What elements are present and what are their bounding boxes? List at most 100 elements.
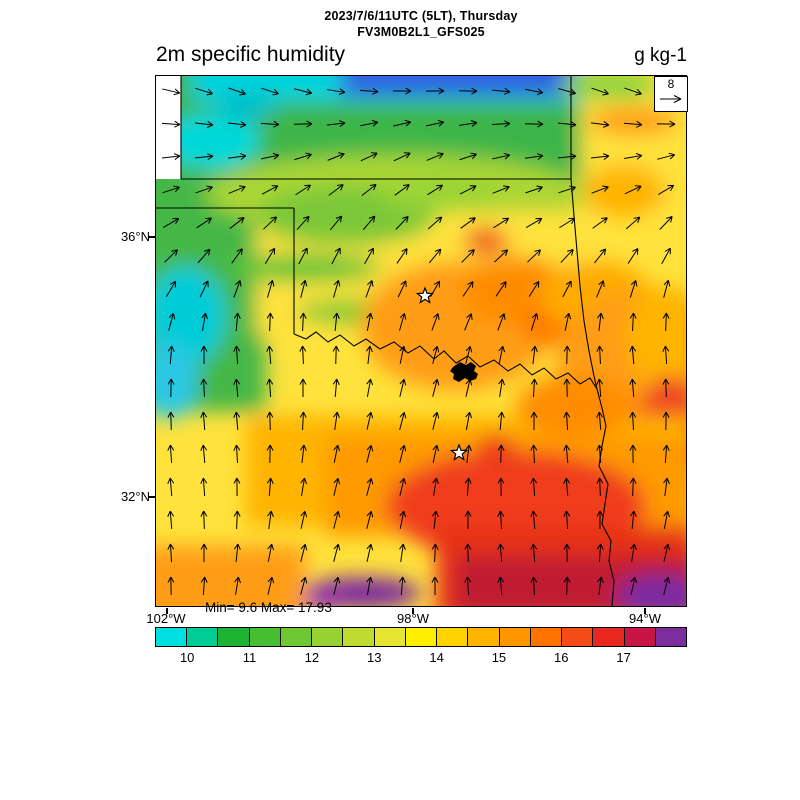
wind-arrow-icon: [399, 378, 407, 397]
wind-arrow-icon: [295, 184, 311, 196]
lat-tick-mark: [148, 496, 155, 498]
wind-arrow-icon: [558, 185, 576, 194]
colorbar-segment: [311, 628, 343, 646]
colorbar-segment: [623, 628, 655, 646]
wind-arrow-icon: [161, 120, 181, 128]
wind-arrow-icon: [266, 312, 274, 332]
wind-arrow-icon: [300, 543, 308, 562]
wind-arrow-icon: [399, 510, 407, 529]
wind-arrow-icon: [498, 345, 506, 364]
wind-arrow-icon: [461, 249, 475, 263]
wind-arrow-icon: [328, 184, 344, 196]
wind-arrow-icon: [530, 576, 538, 596]
wind-arrow-icon: [164, 249, 178, 263]
colorbar-segment: [279, 628, 312, 646]
colorbar-segment: [592, 628, 624, 646]
wind-arrow-icon: [396, 248, 408, 264]
wind-arrow-icon: [596, 345, 604, 365]
wind-arrow-icon: [432, 411, 440, 430]
wind-arrow-icon: [228, 185, 246, 194]
wind-arrow-icon: [432, 345, 440, 364]
wind-arrow-icon: [162, 88, 181, 96]
wind-arrow-icon: [464, 313, 473, 331]
wind-arrow-icon: [228, 153, 247, 160]
wind-arrow-icon: [231, 248, 243, 264]
city-star-markers: [415, 286, 469, 461]
wind-arrow-icon: [266, 444, 274, 464]
wind-arrow-icon: [332, 312, 340, 332]
wind-arrow-icon: [559, 217, 576, 229]
wind-arrow-icon: [366, 345, 373, 364]
wind-arrow-icon: [498, 378, 505, 397]
wind-arrow-icon: [432, 378, 440, 397]
wind-arrow-icon: [361, 183, 377, 196]
wind-arrow-icon: [662, 378, 670, 398]
wind-arrow-icon: [332, 378, 340, 398]
wind-arrow-icon: [527, 249, 542, 263]
wind-arrow-icon: [663, 543, 671, 562]
wind-arrow-icon: [557, 120, 577, 128]
lat-tick-label-36n: 36°N: [120, 229, 150, 244]
wind-arrow-icon: [596, 477, 604, 497]
map-domain-clip: [156, 76, 181, 179]
wind-arrow-icon: [497, 313, 506, 331]
state-borders: [156, 76, 615, 607]
wind-arrow-icon: [366, 510, 374, 529]
wind-arrow-icon: [591, 185, 609, 194]
wind-arrow-icon: [494, 249, 509, 263]
wind-arrow-icon: [624, 87, 642, 96]
wind-arrow-icon: [624, 152, 643, 160]
wind-arrow-icon: [662, 411, 670, 431]
wind-arrow-icon: [597, 576, 604, 595]
wind-arrow-icon: [233, 378, 241, 398]
colorbar-tick-label: 12: [304, 650, 320, 665]
wind-arrow-icon: [233, 280, 242, 298]
wind-arrow-icon: [333, 477, 341, 496]
wind-arrow-icon: [460, 217, 476, 229]
wind-arrow-icon: [333, 576, 341, 595]
wind-arrow-icon: [465, 444, 472, 463]
wind-arrow-icon: [492, 185, 510, 194]
colorbar-tick-label: 15: [491, 650, 507, 665]
colorbar-segment: [217, 628, 249, 646]
wind-arrow-icon: [294, 88, 313, 96]
wind-arrow-icon: [393, 119, 412, 127]
wind-arrow-icon: [200, 378, 208, 398]
lon-tick-mark: [166, 608, 168, 614]
wind-arrow-icon: [623, 120, 643, 128]
wind-arrow-icon: [266, 378, 274, 398]
wind-arrow-icon: [397, 280, 407, 298]
wind-arrow-icon: [497, 543, 505, 563]
wind-arrow-icon: [594, 248, 607, 264]
lon-tick-label-94w: 94°W: [629, 611, 661, 626]
wind-arrow-icon: [432, 444, 440, 463]
wind-arrow-icon: [629, 510, 637, 530]
wind-arrow-icon: [497, 411, 505, 431]
wind-arrow-icon: [458, 87, 478, 95]
wind-vector-layer: [161, 87, 676, 596]
wind-arrow-icon: [493, 217, 510, 229]
wind-arrow-icon: [266, 411, 274, 431]
wind-arrow-icon: [426, 119, 445, 127]
wind-reference-arrow-icon: [660, 95, 682, 103]
wind-arrow-icon: [163, 217, 180, 229]
wind-arrow-icon: [197, 248, 211, 264]
wind-arrow-icon: [563, 510, 571, 530]
wind-arrow-icon: [563, 378, 571, 398]
wind-arrow-icon: [629, 280, 638, 298]
wind-arrow-icon: [663, 279, 671, 298]
wind-arrow-icon: [591, 87, 609, 96]
colorbar-segment: [248, 628, 280, 646]
wind-arrow-icon: [298, 247, 308, 265]
wind-arrow-icon: [195, 121, 214, 128]
lon-tick-mark: [644, 608, 646, 614]
wind-arrow-icon: [228, 121, 247, 128]
wind-arrow-icon: [331, 247, 341, 265]
wind-arrow-icon: [366, 312, 374, 331]
wind-arrow-icon: [234, 576, 241, 595]
wind-arrow-icon: [200, 444, 208, 464]
wind-arrow-icon: [327, 120, 346, 127]
wind-arrow-icon: [629, 378, 637, 398]
wind-arrow-icon: [661, 247, 671, 265]
wind-arrow-icon: [300, 510, 308, 529]
